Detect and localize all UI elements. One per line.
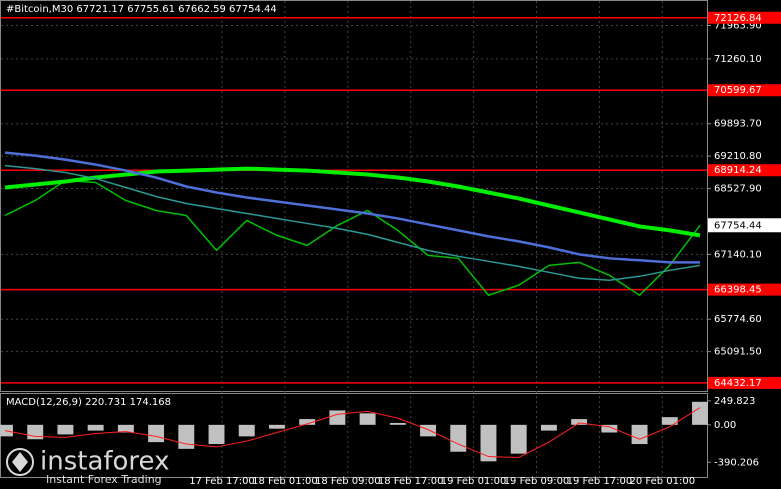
level-tag <box>708 84 781 97</box>
y-tick-label: 0.00 <box>714 420 736 431</box>
macd-bar <box>178 424 195 449</box>
main-frame <box>0 0 708 392</box>
macd-bar <box>389 422 406 425</box>
macd-bar <box>148 424 165 443</box>
watermark: instaforex Instant Forex Trading <box>6 447 169 486</box>
series-line <box>4 164 701 282</box>
level-tag <box>708 283 781 296</box>
y-tick-label: 67140.10 <box>714 249 762 260</box>
level-label: 66398.45 <box>714 285 762 296</box>
macd-bar <box>661 417 678 425</box>
macd-bar <box>601 424 618 433</box>
level-tag <box>708 164 781 177</box>
y-tick-label: 249.823 <box>714 396 755 407</box>
level-label: 72126.84 <box>714 13 762 24</box>
tagline: Instant Forex Trading <box>46 473 162 486</box>
macd-bar <box>480 424 497 462</box>
macd-bar <box>208 424 225 445</box>
macd-title: MACD(12,26,9) 220.731 174.168 <box>6 397 171 408</box>
macd-bar <box>631 424 648 445</box>
x-tick-label: 20 Feb 01:00 <box>629 476 695 487</box>
macd-bar <box>359 413 376 425</box>
y-tick-label: 65774.60 <box>714 314 762 325</box>
macd-bar <box>27 424 44 440</box>
last-price-label: 67754.44 <box>714 220 762 231</box>
y-tick-label: -390.206 <box>714 457 759 468</box>
series-line <box>4 151 700 264</box>
macd-bar <box>238 424 255 437</box>
series-line <box>4 166 701 238</box>
level-label: 70599.67 <box>714 85 762 96</box>
macd-bar <box>117 424 134 433</box>
x-tick-label: 18 Feb 09:00 <box>315 476 381 487</box>
macd-bar <box>87 424 104 431</box>
brand: instaforex <box>40 447 169 477</box>
y-tick-label: 65091.50 <box>714 347 762 358</box>
y-tick-label: 71963.90 <box>714 20 762 31</box>
macd-bar <box>329 410 346 425</box>
level-tag <box>708 376 781 389</box>
x-tick-label: 19 Feb 01:00 <box>441 476 507 487</box>
x-tick-label: 19 Feb 09:00 <box>504 476 570 487</box>
x-tick-label: 17 Feb 17:00 <box>189 476 255 487</box>
level-label: 68914.24 <box>714 165 762 176</box>
last-price-tag <box>708 218 781 233</box>
y-tick-label: 69893.70 <box>714 119 762 130</box>
macd-bar <box>571 419 588 425</box>
x-tick-label: 18 Feb 17:00 <box>378 476 444 487</box>
x-tick-label: 19 Feb 17:00 <box>567 476 633 487</box>
macd-bar <box>510 424 527 454</box>
macd-bar <box>540 424 557 431</box>
macd-bar <box>420 424 437 437</box>
y-tick-label: 71260.10 <box>714 54 762 65</box>
signal-line <box>4 407 701 459</box>
level-label: 64432.17 <box>714 378 762 389</box>
level-tag <box>708 11 781 24</box>
macd-bar <box>57 424 74 435</box>
y-tick-label: 68527.90 <box>714 184 762 195</box>
logo <box>6 448 34 476</box>
macd-bar <box>268 424 285 429</box>
x-tick-label: 18 Feb 01:00 <box>252 476 318 487</box>
macd-bar <box>299 419 316 425</box>
logo-mark <box>12 452 28 472</box>
macd-bar <box>692 401 708 425</box>
chart-title: #Bitcoin,M30 67721.17 67755.61 67662.59 … <box>6 4 277 15</box>
macd-bar <box>450 424 467 452</box>
y-tick-label: 69210.80 <box>714 151 762 162</box>
series-line <box>4 179 701 296</box>
